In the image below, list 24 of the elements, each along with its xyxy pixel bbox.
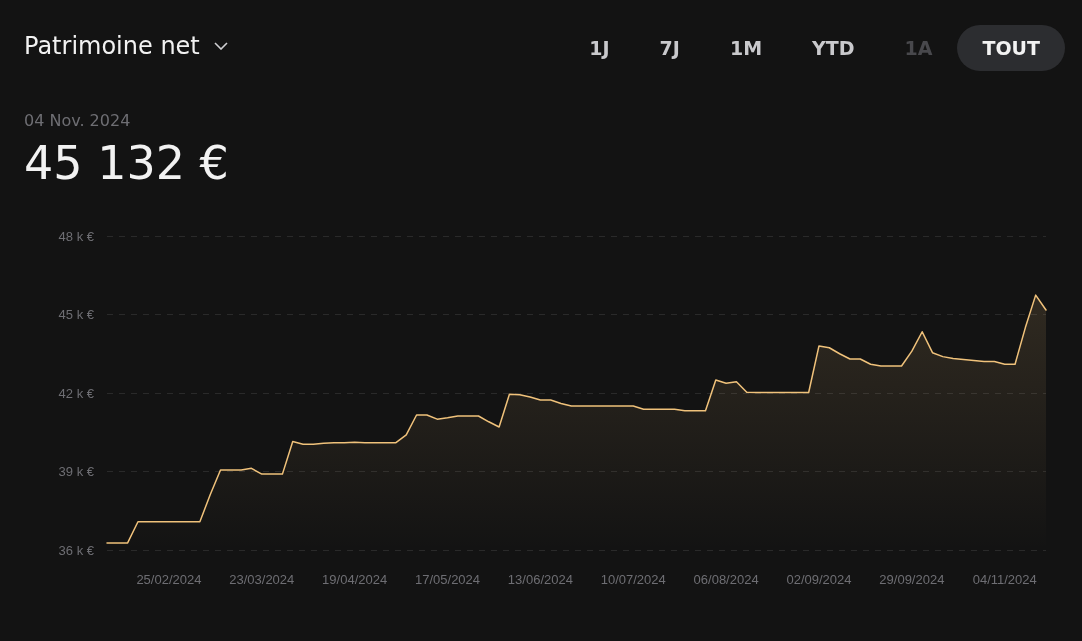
- x-tick-label: 19/04/2024: [322, 572, 388, 587]
- text: 1J: [588, 36, 611, 61]
- text: 45 132 €: [24, 136, 229, 190]
- text: 1M: [728, 36, 764, 61]
- x-tick-label: 17/05/2024: [414, 572, 481, 587]
- y-tick-label: 42 k €: [58, 385, 95, 401]
- x-tick-label: 06/08/2024: [693, 572, 759, 587]
- x-tick-label: 13/06/2024: [507, 572, 573, 587]
- text: 1A: [903, 36, 934, 61]
- x-tick-label: 23/03/2024: [229, 572, 295, 587]
- x-tick-label: 10/07/2024: [600, 572, 666, 587]
- y-tick-label: 36 k €: [58, 542, 95, 558]
- x-tick-label: 29/09/2024: [879, 572, 945, 587]
- y-tick-label: 48 k €: [58, 228, 95, 244]
- x-tick-label: 02/09/2024: [786, 572, 852, 587]
- y-tick-label: 45 k €: [58, 307, 95, 322]
- chart-title: Patrimoine net: [24, 32, 200, 60]
- x-tick-label: 25/02/2024: [136, 572, 202, 587]
- y-tick-label: 39 k €: [58, 464, 95, 479]
- x-tick-label: 04/11/2024: [972, 572, 1037, 587]
- text: TOUT: [957, 25, 1065, 71]
- text: YTD: [811, 36, 856, 61]
- chart-subtitle: 04 Nov. 2024: [24, 111, 131, 130]
- text: 7J: [658, 36, 681, 61]
